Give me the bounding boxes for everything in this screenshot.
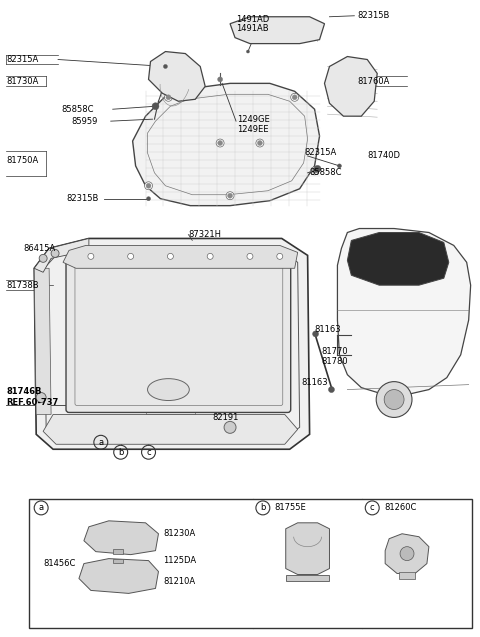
Circle shape [88, 254, 94, 259]
Circle shape [228, 193, 232, 198]
Text: a: a [38, 503, 44, 512]
Text: 82315B: 82315B [357, 11, 390, 20]
Circle shape [154, 104, 157, 108]
Text: 85858C: 85858C [61, 104, 94, 114]
Text: 1491AB: 1491AB [236, 24, 269, 33]
Polygon shape [43, 415, 298, 444]
Circle shape [312, 168, 317, 173]
Text: 81163: 81163 [314, 326, 341, 334]
Circle shape [384, 390, 404, 410]
Text: b: b [118, 448, 123, 457]
Bar [29, 499, 472, 628]
Text: 81730A: 81730A [6, 77, 39, 86]
Circle shape [277, 254, 283, 259]
Circle shape [376, 382, 412, 417]
Text: 81210A: 81210A [164, 577, 195, 586]
Text: 81456C: 81456C [43, 559, 75, 568]
Circle shape [292, 95, 297, 100]
FancyBboxPatch shape [66, 259, 291, 412]
Text: 87321H: 87321H [188, 230, 221, 239]
Text: 81260C: 81260C [384, 503, 417, 512]
Circle shape [164, 64, 168, 68]
Text: c: c [370, 503, 374, 512]
Text: 1249GE: 1249GE [237, 115, 270, 124]
Text: 81738B: 81738B [6, 281, 39, 290]
Circle shape [328, 387, 335, 392]
Text: 81750A: 81750A [6, 157, 38, 166]
Circle shape [312, 331, 319, 337]
Text: 85858C: 85858C [310, 168, 342, 177]
Polygon shape [84, 521, 158, 555]
Text: c: c [146, 448, 151, 457]
Circle shape [36, 392, 46, 403]
Bar [286, 575, 329, 582]
Text: 81755E: 81755E [275, 503, 307, 512]
Text: 86415A: 86415A [23, 244, 56, 253]
Circle shape [128, 254, 133, 259]
Polygon shape [79, 559, 158, 594]
Circle shape [146, 197, 151, 201]
Text: 85959: 85959 [71, 117, 97, 125]
Text: 81770: 81770 [322, 347, 348, 356]
Bar [113, 559, 123, 562]
Circle shape [247, 254, 253, 259]
Text: 81740D: 81740D [367, 152, 400, 161]
Text: a: a [98, 438, 103, 447]
Polygon shape [132, 83, 320, 206]
Text: b: b [260, 503, 265, 512]
Text: REF.60-737: REF.60-737 [6, 398, 59, 407]
Text: 81163: 81163 [301, 378, 328, 387]
Polygon shape [148, 52, 205, 101]
Polygon shape [286, 523, 329, 575]
Bar [113, 548, 123, 554]
Circle shape [152, 103, 159, 110]
Ellipse shape [147, 378, 189, 401]
Circle shape [217, 77, 223, 82]
Text: 81230A: 81230A [164, 529, 196, 538]
Circle shape [311, 167, 319, 175]
Text: 82315A: 82315A [305, 148, 337, 157]
Circle shape [217, 141, 223, 145]
Circle shape [337, 164, 341, 168]
Circle shape [39, 254, 47, 262]
Circle shape [257, 141, 263, 145]
Circle shape [165, 93, 172, 101]
Circle shape [226, 192, 234, 199]
Circle shape [168, 254, 173, 259]
Circle shape [224, 422, 236, 433]
Polygon shape [230, 17, 324, 43]
Text: 82315B: 82315B [66, 194, 98, 203]
Text: 81746B: 81746B [6, 387, 42, 396]
Polygon shape [385, 534, 429, 573]
Circle shape [51, 250, 59, 257]
Polygon shape [337, 229, 471, 394]
Polygon shape [324, 57, 377, 116]
Polygon shape [34, 238, 89, 272]
Circle shape [246, 50, 250, 53]
Circle shape [146, 183, 151, 189]
Polygon shape [34, 268, 51, 415]
Circle shape [400, 547, 414, 561]
Circle shape [314, 166, 321, 173]
Text: 81780: 81780 [322, 357, 348, 366]
Circle shape [291, 93, 299, 101]
Polygon shape [34, 238, 310, 449]
Circle shape [256, 139, 264, 147]
Text: 82315A: 82315A [6, 55, 38, 64]
Text: 81760A: 81760A [357, 77, 390, 86]
Text: 82191: 82191 [212, 413, 239, 422]
Polygon shape [348, 233, 449, 285]
Circle shape [216, 139, 224, 147]
Circle shape [144, 182, 153, 190]
Text: 1125DA: 1125DA [164, 556, 197, 565]
Bar [399, 571, 415, 580]
Text: 1249EE: 1249EE [237, 125, 268, 134]
Circle shape [166, 95, 171, 100]
Polygon shape [63, 245, 298, 268]
Text: 1491AD: 1491AD [236, 15, 269, 24]
Circle shape [207, 254, 213, 259]
